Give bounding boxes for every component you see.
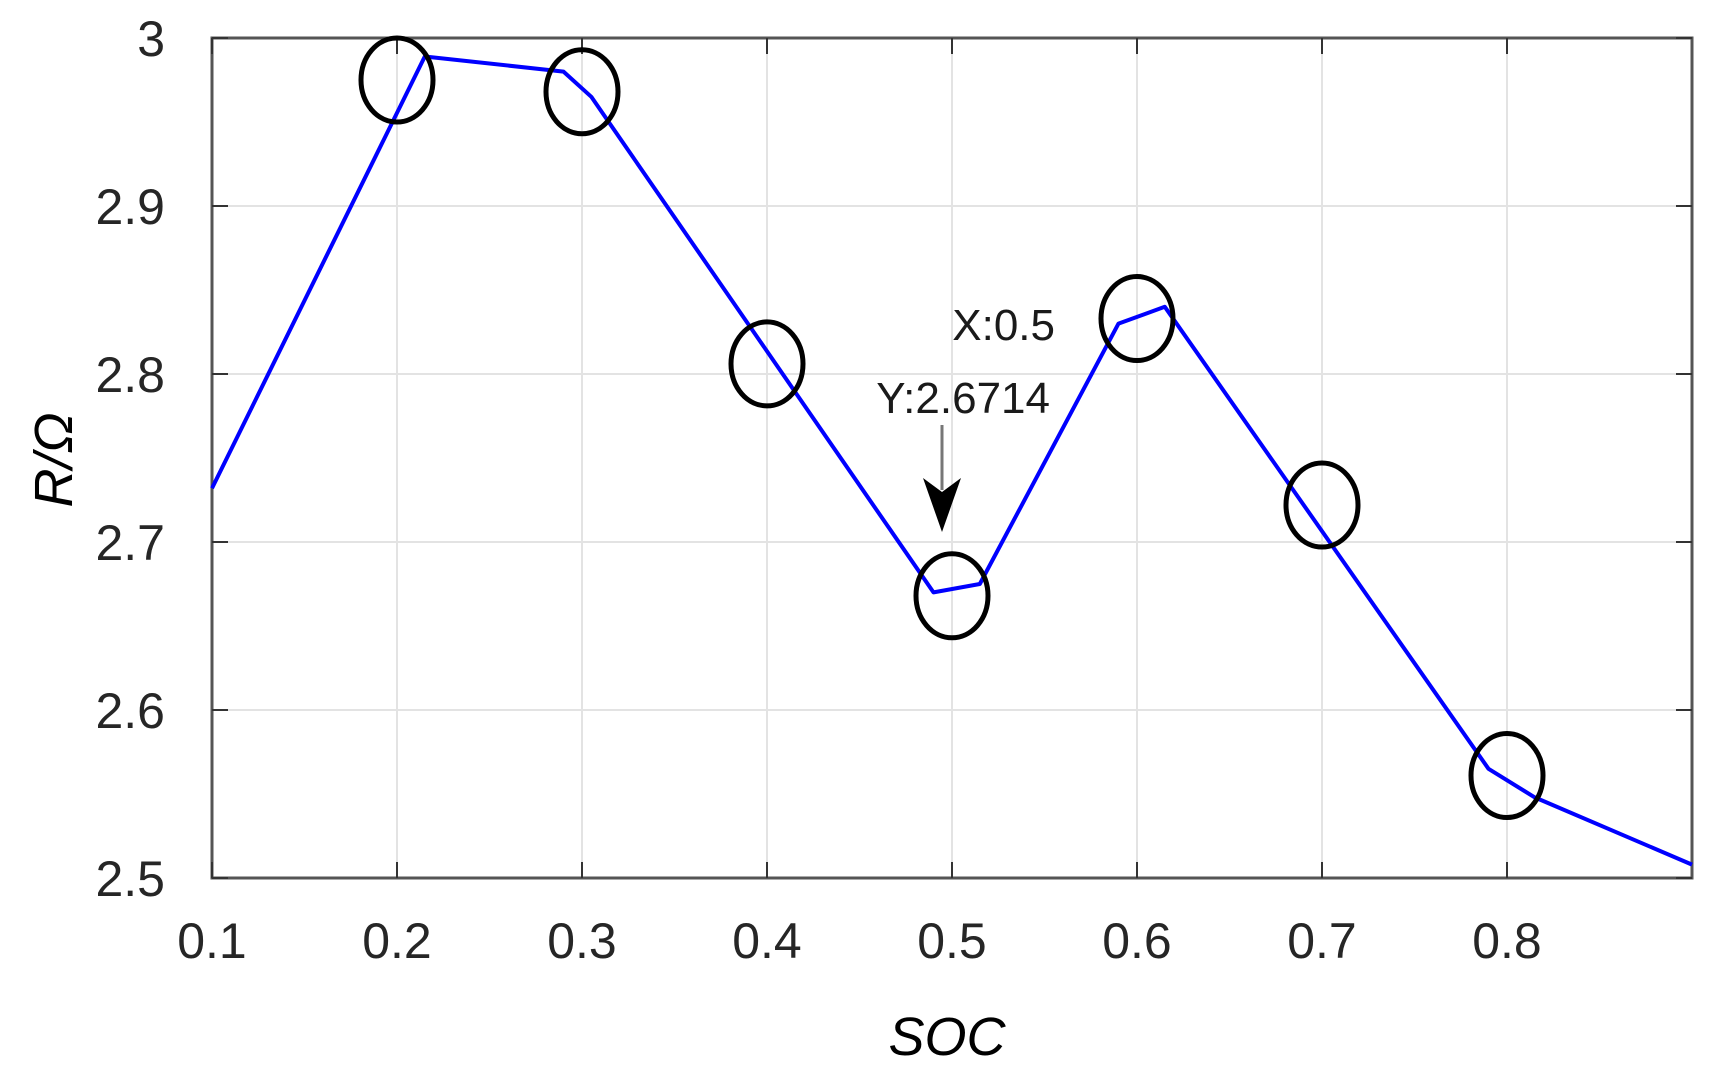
ellipse-markers — [358, 35, 1546, 821]
datatip-y-text: Y:2.6714 — [876, 374, 1050, 423]
x-tick-label: 0.6 — [1102, 913, 1172, 969]
arrow-down-icon — [923, 478, 961, 532]
x-tick-label: 0.2 — [362, 913, 432, 969]
series-line-r — [210, 54, 1693, 867]
ellipse-marker — [728, 319, 806, 409]
x-tick-label: 0.7 — [1287, 913, 1357, 969]
x-axis-label: SOC — [888, 1007, 1006, 1067]
x-axis-tick-labels: 0.1 0.2 0.3 0.4 0.5 0.6 0.7 0.8 — [177, 913, 1542, 969]
ellipse-marker — [358, 35, 436, 125]
ellipse-marker — [913, 551, 991, 641]
y-tick-label: 2.5 — [95, 851, 165, 907]
y-tick-label: 2.9 — [95, 179, 165, 235]
datatip-x-text: X:0.5 — [952, 301, 1055, 350]
y-tick-label: 2.6 — [95, 683, 165, 739]
x-tick-label: 0.1 — [177, 913, 247, 969]
y-tick-label: 2.7 — [95, 515, 165, 571]
ellipse-marker — [1098, 274, 1176, 364]
x-tick-label: 0.4 — [732, 913, 802, 969]
y-axis-tick-labels: 2.5 2.6 2.7 2.8 2.9 3 — [95, 11, 165, 907]
x-tick-label: 0.5 — [917, 913, 987, 969]
ellipse-marker — [1283, 460, 1361, 550]
ellipse-marker — [1468, 731, 1546, 821]
x-tick-label: 0.8 — [1472, 913, 1542, 969]
x-tick-label: 0.3 — [547, 913, 617, 969]
y-axis-label: R/Ω — [24, 412, 84, 507]
datatip-annotation: X:0.5 Y:2.6714 — [876, 301, 1055, 532]
ellipse-marker — [543, 47, 621, 137]
axis-ticks — [211, 37, 1692, 879]
grid-lines — [211, 37, 1692, 879]
y-tick-label: 2.8 — [95, 347, 165, 403]
y-tick-label: 3 — [137, 11, 165, 67]
